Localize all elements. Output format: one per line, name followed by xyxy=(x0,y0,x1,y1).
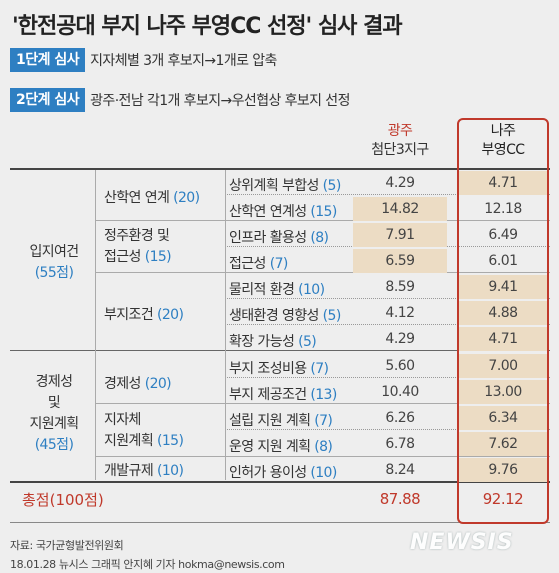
page-title: '한전공대 부지 나주 부영CC 선정' 심사 결과 xyxy=(12,14,403,39)
criterion-item: 물리적 환경 (10) xyxy=(229,279,325,299)
gwangju-label: 광주 xyxy=(387,123,413,139)
criterion-weight: (7) xyxy=(314,413,333,429)
total-naju: 92.12 xyxy=(482,490,524,508)
subcategory-living-access: 정주환경 및 접근성 (15) xyxy=(104,228,172,265)
step-2-desc: 광주·전남 각1개 후보지→우선협상 후보지 선정 xyxy=(90,93,350,109)
score-naju: 9.76 xyxy=(458,458,548,482)
score-gwangju: 10.40 xyxy=(381,384,419,400)
criterion-item: 부지 조성비용 (7) xyxy=(229,358,329,378)
criterion-name: 생태환경 영향성 xyxy=(229,308,319,324)
criterion-name: 확장 가능성 xyxy=(229,334,295,350)
criterion-name: 물리적 환경 xyxy=(229,282,295,298)
score-naju: 13.00 xyxy=(458,380,548,404)
score-gwangju: 4.12 xyxy=(385,305,415,321)
criterion-weight: (7) xyxy=(269,256,289,272)
score-naju: 6.34 xyxy=(458,406,548,430)
criterion-weight: (15) xyxy=(310,204,337,220)
category-location: 입지여건 (55점) xyxy=(14,242,94,284)
step-1-desc: 지자체별 3개 후보지→1개로 압축 xyxy=(90,53,277,69)
criterion-item: 상위계획 부합성 (5) xyxy=(229,175,341,195)
score-gwangju: 4.29 xyxy=(385,331,415,347)
score-gwangju: 7.91 xyxy=(353,223,447,247)
score-naju: 7.62 xyxy=(458,432,548,456)
criterion-weight: (5) xyxy=(322,178,342,194)
category-location-weight: (55점) xyxy=(34,265,74,281)
criterion-item: 인허가 용이성 (10) xyxy=(229,462,337,482)
criterion-weight: (5) xyxy=(322,308,342,324)
criterion-item: 접근성 (7) xyxy=(229,253,288,273)
score-naju: 9.41 xyxy=(458,275,548,299)
score-naju: 12.18 xyxy=(484,201,522,217)
criterion-item: 설립 지원 계획 (7) xyxy=(229,410,333,430)
score-naju: 4.71 xyxy=(458,171,548,195)
score-naju: 7.00 xyxy=(458,354,548,378)
score-gwangju: 6.78 xyxy=(385,436,415,452)
category-economy-line2: 및 xyxy=(47,395,61,411)
criterion-weight: (8) xyxy=(310,230,329,246)
step-2: 2단계 심사 광주·전남 각1개 후보지→우선협상 후보지 선정 xyxy=(10,88,350,112)
score-gwangju: 8.59 xyxy=(385,279,415,295)
table-top-rule xyxy=(10,168,550,170)
criterion-item: 산학연 연계성 (15) xyxy=(229,201,337,221)
naju-site-label: 부영CC xyxy=(481,142,526,158)
subcategory-industry-academia: 산학연 연계 (20) xyxy=(104,190,200,206)
subcategory-economy: 경제성 (20) xyxy=(104,376,172,392)
category-economy-line1: 경제성 xyxy=(35,374,73,390)
newsis-logo: NEWSIS xyxy=(410,530,514,555)
criterion-name: 산학연 연계성 xyxy=(229,204,307,220)
score-gwangju: 4.29 xyxy=(385,175,415,191)
subcategory-site-conditions: 부지조건 (20) xyxy=(104,307,184,323)
score-naju: 4.88 xyxy=(458,301,548,325)
score-gwangju: 6.59 xyxy=(353,249,447,273)
criterion-weight: (10) xyxy=(298,282,325,298)
category-economy: 경제성 및 지원계획 (45점) xyxy=(14,372,94,456)
criterion-weight: (13) xyxy=(310,387,337,403)
score-naju: 4.71 xyxy=(458,327,548,351)
criterion-weight: (8) xyxy=(314,439,333,455)
criterion-name: 상위계획 부합성 xyxy=(229,178,319,194)
category-economy-line3: 지원계획 xyxy=(29,416,79,432)
criterion-item: 부지 제공조건 (13) xyxy=(229,384,337,404)
criterion-name: 인프라 활용성 xyxy=(229,230,307,246)
criterion-weight: (5) xyxy=(298,334,317,350)
step-2-badge: 2단계 심사 xyxy=(10,88,86,112)
criterion-name: 부지 제공조건 xyxy=(229,387,307,403)
criterion-name: 접근성 xyxy=(229,256,266,272)
subcategory-regulation: 개발규제 (10) xyxy=(104,463,184,479)
score-gwangju: 6.26 xyxy=(385,410,415,426)
step-1-badge: 1단계 심사 xyxy=(10,48,86,72)
criterion-weight: (10) xyxy=(310,465,337,481)
credit-line: 18.01.28 뉴시스 그래픽 안지혜 기자 hokma@newsis.com xyxy=(10,558,285,571)
category-location-name: 입지여건 xyxy=(29,244,79,260)
criterion-item: 운영 지원 계획 (8) xyxy=(229,436,333,456)
criterion-weight: (7) xyxy=(310,361,329,377)
gwangju-site-label: 첨단3지구 xyxy=(371,142,429,158)
naju-label: 나주 xyxy=(490,123,516,139)
criterion-name: 운영 지원 계획 xyxy=(229,439,311,455)
score-gwangju: 14.82 xyxy=(353,197,447,221)
total-label: 총점(100점) xyxy=(22,491,104,509)
column-header-naju: 나주 부영CC xyxy=(458,122,548,160)
criterion-name: 부지 조성비용 xyxy=(229,361,307,377)
naju-highlight-box xyxy=(457,118,549,524)
criterion-item: 생태환경 영향성 (5) xyxy=(229,305,341,325)
criterion-name: 인허가 용이성 xyxy=(229,465,307,481)
criterion-item: 인프라 활용성 (8) xyxy=(229,227,329,247)
score-gwangju: 8.24 xyxy=(385,462,415,478)
column-header-gwangju: 광주 첨단3지구 xyxy=(353,122,447,160)
criterion-item: 확장 가능성 (5) xyxy=(229,331,317,351)
criterion-name: 설립 지원 계획 xyxy=(229,413,311,429)
score-naju: 6.49 xyxy=(488,227,518,243)
source-note: 자료: 국가균형발전위원회 xyxy=(10,539,124,552)
score-naju: 6.01 xyxy=(488,253,518,269)
step-1: 1단계 심사 지자체별 3개 후보지→1개로 압축 xyxy=(10,48,277,72)
subcategory-local-support: 지자체 지원계획 (15) xyxy=(104,412,184,449)
score-gwangju: 5.60 xyxy=(385,358,415,374)
category-economy-weight: (45점) xyxy=(34,437,74,453)
total-gwangju: 87.88 xyxy=(379,490,421,508)
